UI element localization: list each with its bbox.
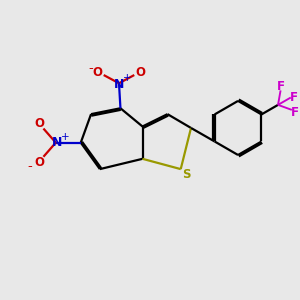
Text: O: O [136,66,146,79]
Text: N: N [52,136,62,149]
Text: O: O [34,156,44,169]
Text: +: + [123,73,131,83]
Text: N: N [114,78,124,91]
Text: S: S [182,168,190,181]
Text: F: F [290,91,298,104]
Text: F: F [291,106,299,119]
Text: F: F [277,80,285,93]
Text: +: + [61,132,70,142]
Text: O: O [34,117,44,130]
Text: O: O [92,66,102,79]
Text: -: - [27,160,32,173]
Text: -: - [88,62,93,75]
